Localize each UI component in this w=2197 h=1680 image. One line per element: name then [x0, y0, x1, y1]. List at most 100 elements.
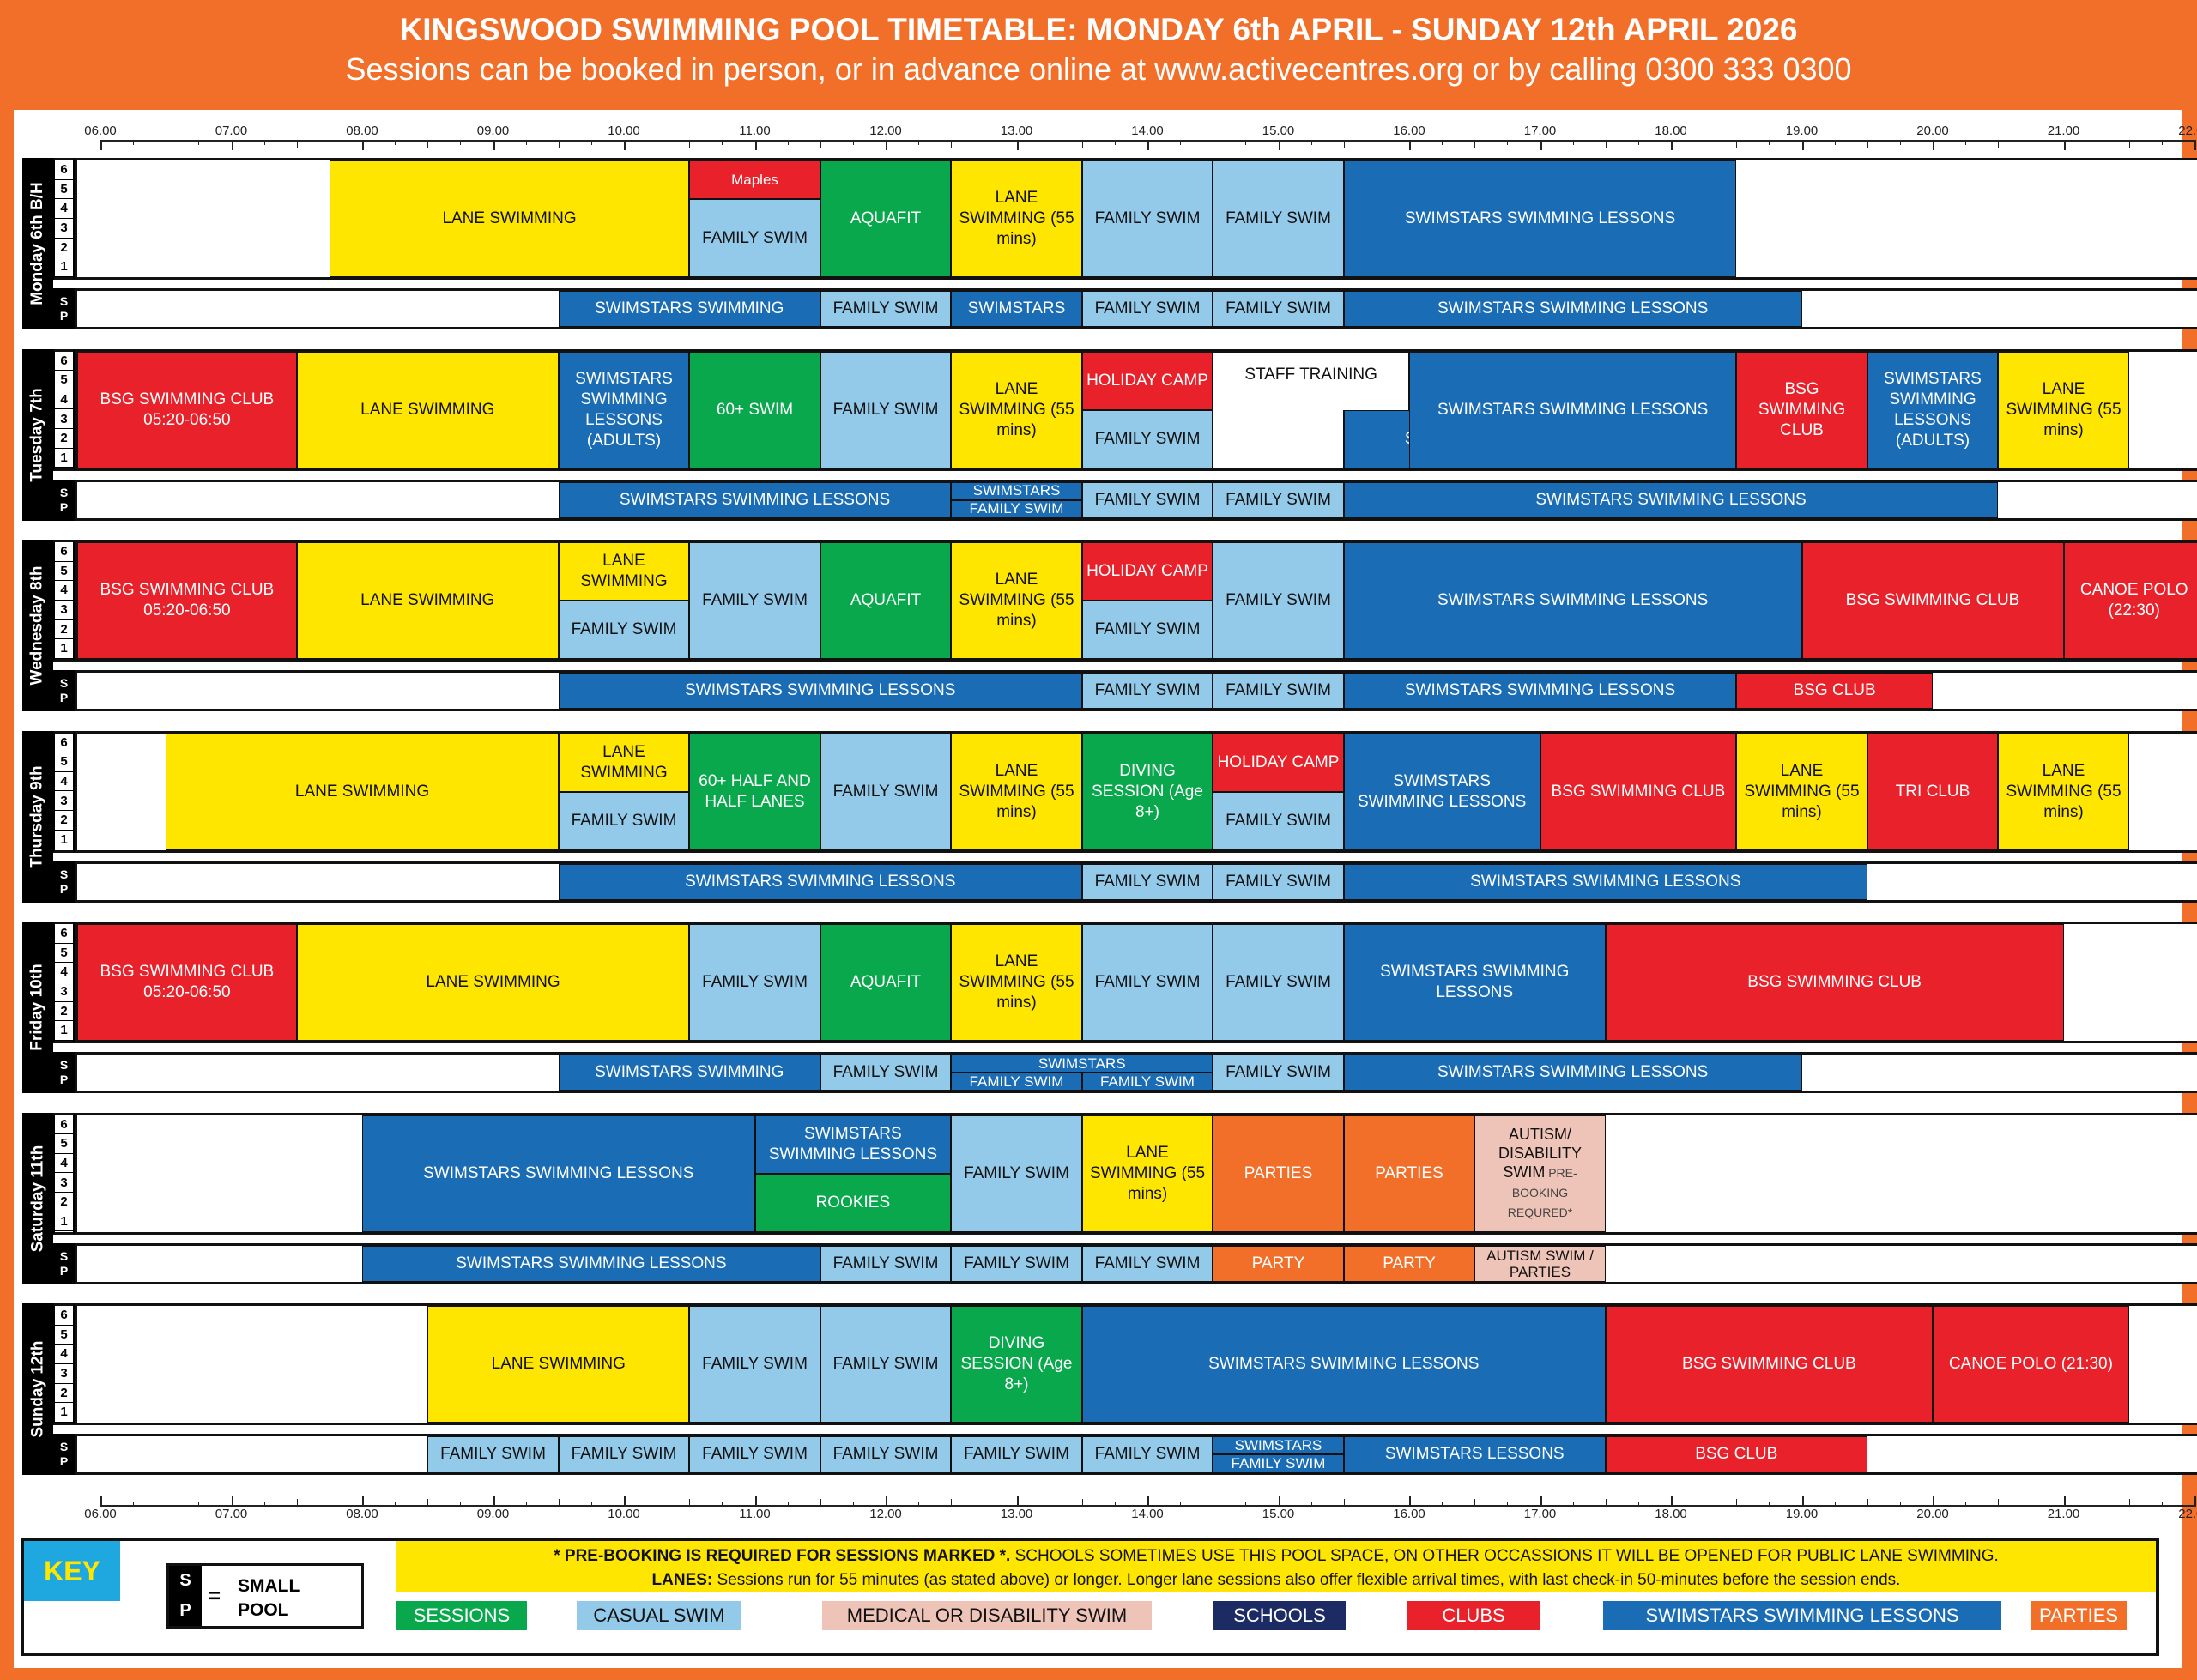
session-block[interactable]: LANE SWIMMING — [558, 733, 690, 792]
session-block[interactable]: FAMILY SWIM — [689, 924, 820, 1041]
session-block[interactable]: 60+ SWIM — [689, 351, 820, 468]
small-pool-block[interactable]: FAMILY SWIM — [1081, 1245, 1213, 1282]
session-block[interactable]: FAMILY SWIM — [1081, 924, 1213, 1041]
session-block[interactable]: SWIMSTARS SWIMMING LESSONS — [1343, 160, 1737, 277]
small-pool-block[interactable]: BSG CLUB — [1736, 673, 1933, 709]
small-pool-block[interactable]: FAMILY SWIM — [689, 1436, 820, 1472]
small-pool-block[interactable]: FAMILY SWIM — [1213, 1055, 1344, 1091]
session-block[interactable]: HOLIDAY CAMP — [1213, 733, 1344, 792]
session-block[interactable]: FAMILY SWIM — [1213, 542, 1344, 659]
small-pool-block[interactable]: FAMILY SWIM — [951, 1073, 1082, 1091]
small-pool-block[interactable]: FAMILY SWIM — [1081, 1436, 1213, 1472]
session-block[interactable]: CANOE POLO (21:30) — [1933, 1306, 2129, 1423]
session-block[interactable]: FAMILY SWIM — [820, 351, 952, 468]
small-pool-block[interactable]: FAMILY SWIM — [951, 499, 1082, 518]
session-block[interactable]: PARTIES — [1343, 1115, 1475, 1232]
session-block[interactable]: SWIMSTARS SWIMMING LESSONS — [362, 1115, 755, 1232]
session-block[interactable]: FAMILY SWIM — [1213, 924, 1344, 1041]
small-pool-block[interactable]: AUTISM SWIM / PARTIES — [1474, 1245, 1606, 1282]
session-block[interactable]: SWIMSTARS SWIMMING LESSONS (ADULTS) — [558, 351, 690, 468]
session-block[interactable]: FAMILY SWIM — [1213, 791, 1344, 850]
session-block[interactable]: BSG SWIMMING CLUB 05:20-06:50 — [77, 351, 297, 468]
session-block[interactable]: LANE SWIMMING (55 mins) — [951, 733, 1082, 850]
session-block[interactable]: ROOKIES — [754, 1173, 952, 1232]
small-pool-block[interactable]: SWIMSTARS SWIMMING LESSONS — [558, 673, 1082, 709]
session-block[interactable]: LANE SWIMMING (55 mins) — [951, 924, 1082, 1041]
session-block[interactable]: DIVING SESSION (Age 8+) — [1081, 733, 1213, 850]
session-block[interactable]: FAMILY SWIM — [820, 1306, 952, 1423]
small-pool-block[interactable]: PARTY — [1213, 1245, 1344, 1282]
session-block[interactable]: BSG SWIMMING CLUB — [1801, 542, 2064, 659]
session-block[interactable]: SWIMSTARS SWIMMING LESSONS — [1343, 733, 1540, 850]
session-block[interactable]: HOLIDAY CAMP — [1081, 351, 1213, 410]
session-block[interactable]: STAFF TRAINING — [1213, 351, 1409, 410]
session-block[interactable]: FAMILY SWIM — [689, 542, 820, 659]
small-pool-block[interactable]: FAMILY SWIM — [1081, 673, 1213, 709]
small-pool-block[interactable]: FAMILY SWIM — [427, 1436, 559, 1472]
small-pool-block[interactable]: FAMILY SWIM — [1213, 291, 1344, 327]
small-pool-block[interactable]: SWIMSTARS — [1213, 1436, 1344, 1454]
session-block[interactable]: LANE SWIMMING (55 mins) — [1998, 351, 2129, 468]
session-block[interactable]: AQUAFIT — [820, 160, 952, 277]
small-pool-block[interactable]: FAMILY SWIM — [1081, 1073, 1213, 1091]
session-block[interactable] — [1213, 409, 1344, 468]
small-pool-block[interactable]: FAMILY SWIM — [1081, 481, 1213, 518]
small-pool-block[interactable]: SWIMSTARS SWIMMING LESSONS — [1343, 1055, 1802, 1091]
small-pool-block[interactable]: FAMILY SWIM — [820, 1245, 952, 1282]
small-pool-block[interactable]: SWIMSTARS — [951, 291, 1082, 327]
session-block[interactable]: FAMILY SWIM — [558, 791, 690, 850]
session-block[interactable]: SWIMSTARS SWIMMING LESSONS — [1081, 1306, 1606, 1423]
session-block[interactable]: DIVING SESSION (Age 8+) — [951, 1306, 1082, 1423]
small-pool-block[interactable]: FAMILY SWIM — [951, 1436, 1082, 1472]
session-block[interactable]: LANE SWIMMING — [166, 733, 559, 850]
small-pool-block[interactable]: SWIMSTARS SWIMMING LESSONS — [362, 1245, 820, 1282]
session-block[interactable]: LANE SWIMMING — [558, 542, 690, 601]
session-block[interactable]: AQUAFIT — [820, 924, 952, 1041]
small-pool-block[interactable]: PARTY — [1343, 1245, 1475, 1282]
session-block[interactable]: LANE SWIMMING (55 mins) — [951, 351, 1082, 468]
small-pool-block[interactable]: FAMILY SWIM — [1081, 863, 1213, 900]
session-block[interactable]: FAMILY SWIM — [1081, 409, 1213, 468]
small-pool-block[interactable]: FAMILY SWIM — [820, 291, 952, 327]
session-block[interactable]: AUTISM/ DISABILITY SWIM PRE-BOOKING REQU… — [1474, 1115, 1606, 1232]
session-block[interactable]: BSG SWIMMING CLUB — [1540, 733, 1737, 850]
small-pool-block[interactable]: FAMILY SWIM — [558, 1436, 690, 1472]
session-block[interactable]: LANE SWIMMING (55 mins) — [951, 542, 1082, 659]
small-pool-block[interactable]: FAMILY SWIM — [820, 1055, 952, 1091]
session-block[interactable]: SWIMSTARS SWIMMING LESSONS (ADULTS) — [1867, 351, 1999, 468]
small-pool-block[interactable]: BSG CLUB — [1605, 1436, 1867, 1472]
session-block[interactable]: LANE SWIMMING — [427, 1306, 690, 1423]
session-block[interactable]: SWIMSTARS SWIMMING LESSONS — [754, 1115, 952, 1174]
small-pool-block[interactable]: FAMILY SWIM — [820, 1436, 952, 1472]
session-block[interactable]: LANE SWIMMING — [296, 351, 559, 468]
session-block[interactable]: LANE SWIMMING — [296, 542, 559, 659]
session-block[interactable]: Maples — [689, 160, 820, 200]
small-pool-block[interactable]: FAMILY SWIM — [1213, 481, 1344, 518]
session-block[interactable]: LANE SWIMMING (55 mins) — [1081, 1115, 1213, 1232]
session-block[interactable]: BSG SWIMMING CLUB — [1736, 351, 1867, 468]
small-pool-block[interactable]: SWIMSTARS — [951, 481, 1082, 500]
session-block[interactable]: SWIMSTARS SWIMMING LESSONS — [1409, 351, 1737, 468]
session-block[interactable]: LANE SWIMMING (55 mins) — [951, 160, 1082, 277]
session-block[interactable]: SWIMSTARS SWIMMING LESSONS — [1343, 924, 1606, 1041]
small-pool-block[interactable]: SWIMSTARS SWIMMING — [558, 291, 820, 327]
session-block[interactable]: BSG SWIMMING CLUB 05:20-06:50 — [77, 924, 297, 1041]
session-block[interactable]: LANE SWIMMING (55 mins) — [1998, 733, 2129, 850]
small-pool-block[interactable]: FAMILY SWIM — [1213, 863, 1344, 900]
session-block[interactable]: FAMILY SWIM — [820, 733, 952, 850]
session-block[interactable]: FAMILY SWIM — [689, 199, 820, 277]
small-pool-block[interactable]: SWIMSTARS SWIMMING LESSONS — [1343, 863, 1867, 900]
session-block[interactable]: BSG SWIMMING CLUB — [1605, 924, 2064, 1041]
session-block[interactable]: FAMILY SWIM — [1081, 160, 1213, 277]
small-pool-block[interactable]: SWIMSTARS SWIMMING LESSONS — [558, 863, 1082, 900]
small-pool-block[interactable]: SWIMSTARS SWIMMING LESSONS — [1343, 481, 1999, 518]
session-block[interactable]: FAMILY SWIM — [1213, 160, 1344, 277]
session-block[interactable]: CANOE POLO (22:30) — [2063, 542, 2197, 659]
session-block[interactable]: FAMILY SWIM — [951, 1115, 1082, 1232]
small-pool-block[interactable]: FAMILY SWIM — [1213, 1454, 1344, 1472]
session-block[interactable]: FAMILY SWIM — [558, 601, 690, 659]
session-block[interactable]: BSG SWIMMING CLUB — [1605, 1306, 1933, 1423]
session-block[interactable]: PARTIES — [1213, 1115, 1344, 1232]
small-pool-block[interactable]: SWIMSTARS LESSONS — [1343, 1436, 1606, 1472]
session-block[interactable]: AQUAFIT — [820, 542, 952, 659]
